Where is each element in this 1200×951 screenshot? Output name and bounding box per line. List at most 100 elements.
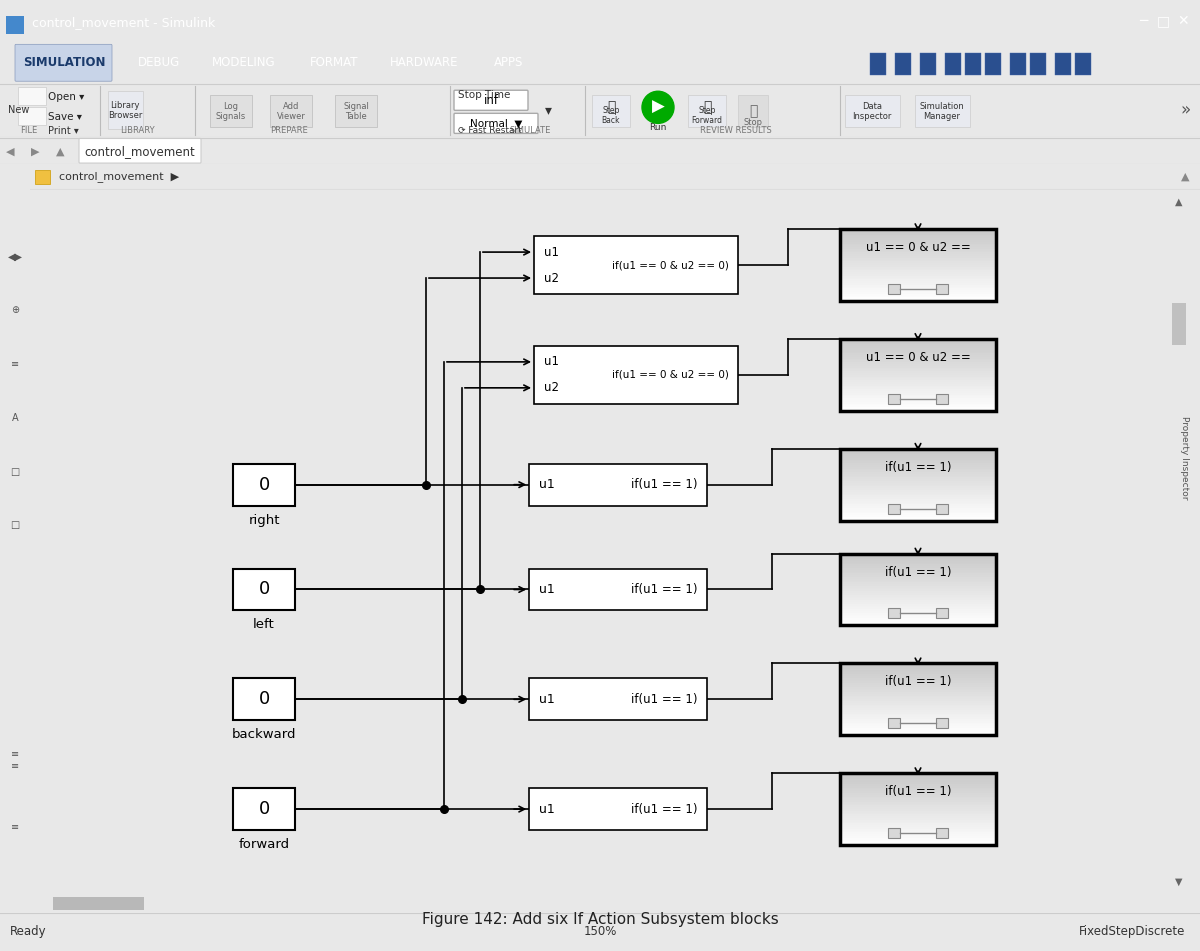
Circle shape [642,91,674,124]
Bar [840,449,996,520]
Bar [18,87,46,106]
Bar [233,678,295,720]
Bar [840,264,996,267]
Text: 0: 0 [258,800,270,818]
Bar [840,792,996,795]
Bar [840,553,996,626]
Bar [840,383,996,386]
Text: u1: u1 [544,245,559,259]
Bar [840,282,996,285]
Text: u1: u1 [539,803,554,816]
Bar [916,95,970,127]
Text: Step
Back: Step Back [601,106,620,126]
Bar [840,621,996,624]
Bar [840,574,996,577]
Bar [840,826,996,829]
Bar [840,242,996,243]
Bar [840,490,996,492]
Text: if(u1 == 1): if(u1 == 1) [884,786,952,798]
Bar [840,719,996,721]
Text: New: New [8,106,29,115]
Bar [840,580,996,582]
Bar [840,488,996,490]
Bar [840,494,996,495]
Text: u1 == 0 & u2 ==: u1 == 0 & u2 == [865,242,971,254]
Bar [840,562,996,564]
Bar [534,236,738,294]
Text: Stop: Stop [744,118,762,127]
Text: Figure 142: Add six If Action Subsystem blocks: Figure 142: Add six If Action Subsystem … [421,912,779,927]
Bar [936,394,948,404]
Text: ✕: ✕ [1177,14,1189,29]
FancyBboxPatch shape [14,45,112,81]
Text: Data
Inspector: Data Inspector [852,102,892,121]
Bar [840,276,996,278]
Text: if(u1 == 1): if(u1 == 1) [884,675,952,689]
Text: 0: 0 [258,580,270,598]
Text: 0: 0 [258,476,270,494]
Text: backward: backward [232,728,296,741]
Text: Stop Time: Stop Time [458,90,510,100]
Bar [840,729,996,731]
Bar [840,339,996,411]
Bar [840,787,996,789]
Text: FORMAT: FORMAT [310,56,359,68]
Text: right: right [248,514,280,527]
Bar [840,393,996,395]
Bar [840,589,996,592]
Bar [840,286,996,288]
Bar [840,683,996,685]
Bar [888,609,900,618]
Text: u2: u2 [544,381,559,395]
Bar [840,357,996,359]
Bar [1030,53,1046,75]
Bar [840,252,996,254]
Text: APPS: APPS [494,56,523,68]
Bar [936,504,948,514]
Bar [840,457,996,459]
Bar [840,363,996,366]
Bar [840,726,996,728]
Text: ⏮: ⏮ [607,100,616,114]
Bar [840,708,996,710]
Bar [840,387,996,389]
Bar [936,284,948,294]
Text: Print ▾: Print ▾ [48,126,79,136]
Bar [840,279,996,281]
Bar [840,573,996,575]
Bar [840,379,996,382]
Bar [840,228,996,231]
Text: REVIEW RESULTS: REVIEW RESULTS [700,126,772,135]
Text: left: left [253,618,275,631]
Bar [895,53,911,75]
Text: ◀▶: ◀▶ [7,252,23,262]
Text: ⟳ Fast Restart: ⟳ Fast Restart [458,126,522,135]
Bar [840,290,996,292]
Text: Property Inspector: Property Inspector [1181,417,1189,500]
Bar [840,516,996,519]
Bar [840,232,996,235]
Text: ▲: ▲ [1175,197,1183,207]
Bar [6,16,24,34]
Bar [965,53,982,75]
Text: »: » [1180,102,1190,119]
Bar [840,409,996,411]
Bar [840,802,996,804]
Bar [840,578,996,580]
Bar [840,806,996,809]
Text: Log
Signals: Log Signals [216,102,246,121]
Bar [840,568,996,570]
Text: Step
Forward: Step Forward [691,106,722,126]
Bar [888,284,900,294]
Bar [840,293,996,296]
Bar [840,776,996,779]
Text: if(u1 == 0 & u2 == 0): if(u1 == 0 & u2 == 0) [612,260,728,270]
Bar [840,839,996,842]
Bar [840,818,996,820]
Bar [840,511,996,514]
Bar [840,500,996,503]
Text: Simulation
Manager: Simulation Manager [919,102,965,121]
Bar [840,560,996,563]
Bar [840,284,996,286]
Bar [840,518,996,520]
